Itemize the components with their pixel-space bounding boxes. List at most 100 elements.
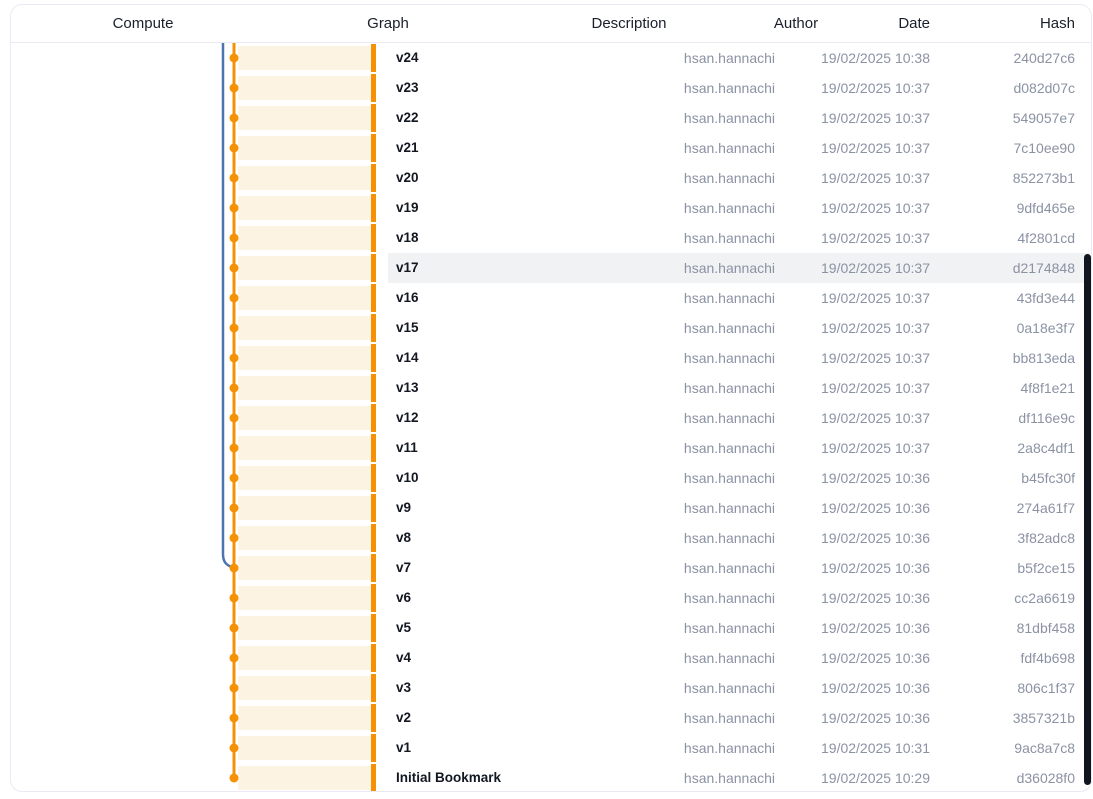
graph-bar	[238, 166, 371, 190]
table-row[interactable]: v24 hsan.hannachi 19/02/2025 10:38 240d2…	[11, 43, 1091, 73]
table-row[interactable]: v18 hsan.hannachi 19/02/2025 10:37 4f280…	[11, 223, 1091, 253]
table-row[interactable]: v4 hsan.hannachi 19/02/2025 10:36 fdf4b6…	[11, 643, 1091, 673]
date-cell: 19/02/2025 10:36	[821, 710, 930, 726]
graph-bar-end	[371, 284, 376, 312]
table-row[interactable]: v13 hsan.hannachi 19/02/2025 10:37 4f8f1…	[11, 373, 1091, 403]
date-cell: 19/02/2025 10:37	[821, 350, 930, 366]
table-row[interactable]: v7 hsan.hannachi 19/02/2025 10:36 b5f2ce…	[11, 553, 1091, 583]
table-row[interactable]: v8 hsan.hannachi 19/02/2025 10:36 3f82ad…	[11, 523, 1091, 553]
graph-bar-end	[371, 314, 376, 342]
hash-cell: 549057e7	[1012, 110, 1075, 126]
version-history-table: Compute Graph Description Author Date Ha…	[10, 4, 1092, 792]
table-row[interactable]: v20 hsan.hannachi 19/02/2025 10:37 85227…	[11, 163, 1091, 193]
graph-bar	[238, 676, 371, 700]
graph-bar	[238, 706, 371, 730]
table-row[interactable]: v16 hsan.hannachi 19/02/2025 10:37 43fd3…	[11, 283, 1091, 313]
table-row[interactable]: v23 hsan.hannachi 19/02/2025 10:37 d082d…	[11, 73, 1091, 103]
graph-bar-end	[371, 644, 376, 672]
version-label: v3	[396, 680, 412, 695]
row-highlight	[388, 253, 1090, 283]
table-row[interactable]: v22 hsan.hannachi 19/02/2025 10:37 54905…	[11, 103, 1091, 133]
graph-bar-end	[371, 734, 376, 762]
table-row[interactable]: v21 hsan.hannachi 19/02/2025 10:37 7c10e…	[11, 133, 1091, 163]
graph-bar	[238, 466, 371, 490]
hash-cell: 240d27c6	[1013, 50, 1075, 66]
version-label: v9	[396, 500, 412, 515]
graph-bar-end	[371, 464, 376, 492]
graph-bar	[238, 196, 371, 220]
hash-cell: d2174848	[1012, 260, 1075, 276]
date-cell: 19/02/2025 10:37	[821, 140, 930, 156]
author-cell: hsan.hannachi	[683, 170, 775, 186]
column-header-graph: Graph	[367, 15, 409, 32]
hash-cell: 43fd3e44	[1016, 290, 1075, 306]
table-row[interactable]: v17 hsan.hannachi 19/02/2025 10:37 d2174…	[11, 253, 1091, 283]
date-cell: 19/02/2025 10:37	[821, 380, 930, 396]
graph-bar-end	[371, 134, 376, 162]
graph-bar-end	[371, 434, 376, 462]
hash-cell: 4f8f1e21	[1020, 380, 1076, 396]
date-cell: 19/02/2025 10:36	[821, 590, 930, 606]
author-cell: hsan.hannachi	[683, 590, 775, 606]
hash-cell: 0a18e3f7	[1016, 320, 1075, 336]
table-row[interactable]: v9 hsan.hannachi 19/02/2025 10:36 274a61…	[11, 493, 1091, 523]
column-header-compute: Compute	[112, 15, 174, 32]
graph-bar-end	[371, 344, 376, 372]
table-row[interactable]: v1 hsan.hannachi 19/02/2025 10:31 9ac8a7…	[11, 733, 1091, 763]
graph-bar	[238, 646, 371, 670]
graph-bar	[238, 556, 371, 580]
column-header-date: Date	[898, 15, 930, 32]
version-label: v11	[396, 440, 418, 455]
table-row[interactable]: v10 hsan.hannachi 19/02/2025 10:36 b45fc…	[11, 463, 1091, 493]
graph-bar	[238, 586, 371, 610]
graph-bar	[238, 766, 371, 790]
graph-bar	[238, 526, 371, 550]
version-label: v20	[396, 170, 419, 185]
author-cell: hsan.hannachi	[683, 560, 775, 576]
graph-bar	[238, 286, 371, 310]
table-row[interactable]: v5 hsan.hannachi 19/02/2025 10:36 81dbf4…	[11, 613, 1091, 643]
graph-bar-end	[371, 44, 376, 72]
graph-bar-end	[371, 704, 376, 732]
graph-bar-end	[371, 104, 376, 132]
table-row[interactable]: v19 hsan.hannachi 19/02/2025 10:37 9dfd4…	[11, 193, 1091, 223]
version-label: v6	[396, 590, 412, 605]
table-row[interactable]: v6 hsan.hannachi 19/02/2025 10:36 cc2a66…	[11, 583, 1091, 613]
author-cell: hsan.hannachi	[683, 350, 775, 366]
version-label: v7	[396, 560, 412, 575]
version-label: v2	[396, 710, 412, 725]
table-row[interactable]: v14 hsan.hannachi 19/02/2025 10:37 bb813…	[11, 343, 1091, 373]
author-cell: hsan.hannachi	[683, 260, 775, 276]
table-row[interactable]: v11 hsan.hannachi 19/02/2025 10:37 2a8c4…	[11, 433, 1091, 463]
version-label: v8	[396, 530, 412, 545]
author-cell: hsan.hannachi	[683, 440, 775, 456]
version-label: v4	[396, 650, 412, 665]
version-label: v17	[396, 260, 419, 275]
graph-bar-end	[371, 584, 376, 612]
table-row[interactable]: v2 hsan.hannachi 19/02/2025 10:36 385732…	[11, 703, 1091, 733]
table-row[interactable]: v12 hsan.hannachi 19/02/2025 10:37 df116…	[11, 403, 1091, 433]
date-cell: 19/02/2025 10:36	[821, 680, 930, 696]
author-cell: hsan.hannachi	[683, 110, 775, 126]
vertical-scrollbar-thumb[interactable]	[1084, 254, 1091, 785]
table-row[interactable]: v3 hsan.hannachi 19/02/2025 10:36 806c1f…	[11, 673, 1091, 703]
hash-cell: 3857321b	[1012, 710, 1075, 726]
version-label: v15	[396, 320, 419, 335]
date-cell: 19/02/2025 10:36	[821, 500, 930, 516]
date-cell: 19/02/2025 10:37	[821, 80, 930, 96]
version-label: v14	[396, 350, 419, 365]
hash-cell: cc2a6619	[1014, 590, 1075, 606]
graph-bar	[238, 226, 371, 250]
graph-bar	[238, 496, 371, 520]
author-cell: hsan.hannachi	[683, 410, 775, 426]
hash-cell: 852273b1	[1012, 170, 1075, 186]
hash-cell: 2a8c4df1	[1017, 440, 1075, 456]
table-row[interactable]: v15 hsan.hannachi 19/02/2025 10:37 0a18e…	[11, 313, 1091, 343]
hash-cell: 9dfd465e	[1016, 200, 1075, 216]
column-header-description: Description	[591, 15, 667, 32]
graph-bar	[238, 76, 371, 100]
table-row[interactable]: Initial Bookmark hsan.hannachi 19/02/202…	[11, 763, 1091, 791]
graph-bar-end	[371, 374, 376, 402]
graph-bar-end	[371, 404, 376, 432]
hash-cell: 806c1f37	[1017, 680, 1075, 696]
